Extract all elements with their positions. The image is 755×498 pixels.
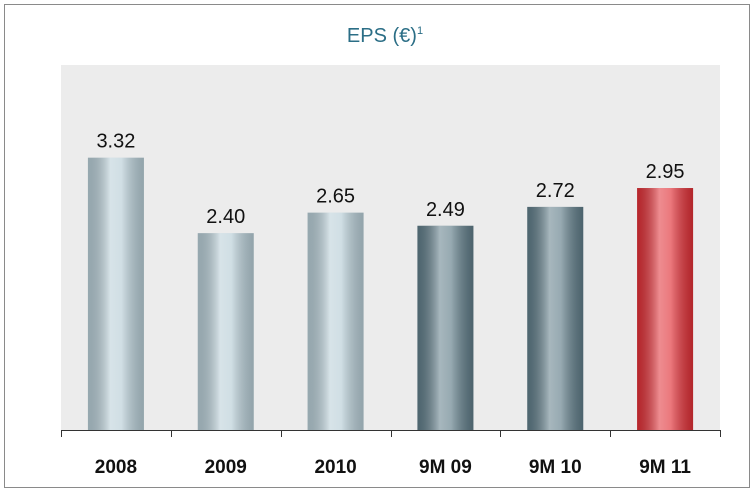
value-label: 2.40 [206, 206, 245, 228]
value-label: 3.32 [96, 131, 135, 153]
value-label: 2.95 [646, 161, 685, 183]
bar-shading [307, 212, 364, 430]
title-text: EPS (€) [347, 25, 417, 47]
x-tick-label: 9M 10 [529, 457, 582, 478]
bar-shading [197, 233, 254, 430]
x-tick-label: 2008 [95, 457, 137, 478]
x-tick-label: 2009 [205, 457, 247, 478]
value-label: 2.65 [316, 186, 355, 208]
bar-shading [527, 206, 584, 430]
x-tick-label: 9M 09 [419, 457, 472, 478]
x-tick-label: 9M 11 [639, 457, 691, 478]
bar-shading [87, 157, 144, 430]
title-superscript: 1 [417, 25, 423, 37]
plot-background [61, 65, 720, 430]
chart-title: EPS (€)1 [347, 25, 423, 47]
bar-shading [637, 188, 694, 430]
value-label: 2.49 [426, 199, 465, 221]
x-tick-label: 2010 [314, 457, 356, 478]
value-label: 2.72 [536, 180, 575, 202]
bar-shading [417, 225, 474, 430]
